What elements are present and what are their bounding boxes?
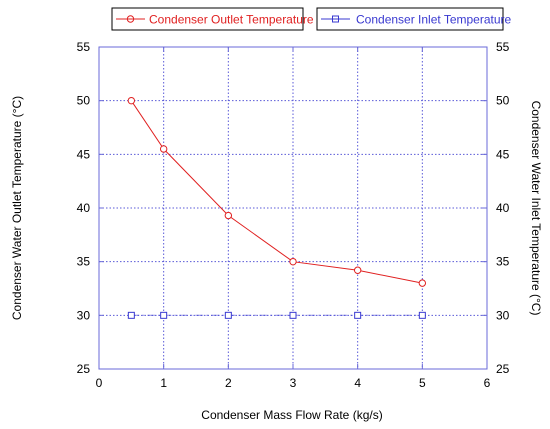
y-right-tick-label: 55 [496, 40, 510, 54]
y-left-tick-label: 50 [77, 94, 91, 108]
legend: Condenser Outlet Temperature Condenser I… [111, 7, 512, 31]
x-tick-label: 2 [225, 376, 232, 390]
data-point-inlet [354, 311, 362, 319]
x-tick-label: 1 [160, 376, 167, 390]
y-right-tick-label: 50 [496, 94, 510, 108]
data-point-inlet [418, 311, 426, 319]
data-point-inlet [127, 311, 135, 319]
y-left-tick-label: 40 [77, 201, 91, 215]
data-point-inlet [224, 311, 232, 319]
data-point-outlet [127, 96, 136, 105]
data-point-outlet [353, 266, 362, 274]
data-point-outlet [418, 279, 427, 287]
y-right-tick-label: 30 [496, 308, 510, 322]
series-line-outlet [130, 100, 423, 284]
legend-box-outlet [111, 7, 304, 31]
legend-marker-inlet [332, 15, 339, 23]
x-tick-label: 0 [96, 376, 103, 390]
legend-marker-outlet [126, 15, 135, 23]
y-left-tick-label: 55 [77, 40, 91, 54]
data-point-outlet [159, 145, 168, 153]
y-right-tick-label: 40 [496, 201, 510, 215]
legend-label-outlet: Condenser Outlet Temperature [149, 13, 314, 27]
data-point-inlet [160, 311, 168, 319]
data-point-outlet [224, 211, 233, 220]
y-left-tick-label: 25 [77, 362, 91, 376]
y-right-tick-label: 35 [496, 255, 510, 269]
data-point-outlet [289, 257, 297, 266]
y-axis-left-title: Condenser Water Outlet Temperature (°C) [10, 96, 24, 320]
x-axis-title: Condenser Mass Flow Rate (kg/s) [201, 408, 382, 422]
x-tick-label: 3 [290, 376, 297, 390]
y-left-tick-label: 45 [77, 147, 91, 161]
y-left-tick-label: 30 [77, 308, 91, 322]
legend-label-inlet: Condenser Inlet Temperature [356, 13, 512, 27]
y-right-tick-label: 45 [496, 147, 510, 161]
x-tick-label: 5 [419, 376, 426, 390]
data-point-inlet [289, 311, 297, 319]
y-axis-right-title: Condenser Water Inlet Temperature (°C) [529, 101, 543, 316]
legend-box-inlet [316, 7, 504, 31]
x-tick-label: 4 [354, 376, 361, 390]
y-right-tick-label: 25 [496, 362, 510, 376]
x-tick-label: 6 [484, 376, 491, 390]
y-left-tick-label: 35 [77, 255, 91, 269]
